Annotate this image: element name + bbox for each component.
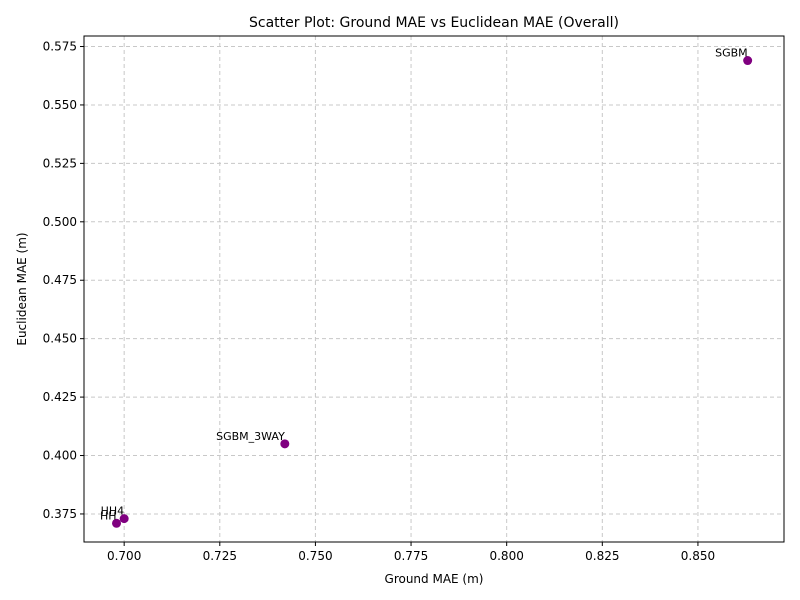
data-point (743, 56, 753, 66)
x-tick-label: 0.775 (394, 549, 428, 563)
y-tick-label: 0.525 (43, 156, 77, 170)
x-tick-label: 0.700 (107, 549, 141, 563)
point-label: SGBM (715, 47, 748, 60)
plot-frame (83, 35, 785, 543)
y-tick-label: 0.425 (43, 390, 77, 404)
point-label: HH (100, 509, 117, 522)
y-tick-label: 0.375 (43, 507, 77, 521)
grid-layer (84, 36, 784, 542)
y-tick-label: 0.475 (43, 273, 77, 287)
x-tick-label: 0.750 (298, 549, 332, 563)
y-axis-ticks: 0.375 0.400 0.425 0.450 0.475 0.500 0.525 0.550… (43, 40, 84, 521)
y-tick-label: 0.400 (43, 449, 77, 463)
y-axis-label: Euclidean MAE (m) (15, 232, 29, 345)
x-tick-label: 0.850 (681, 549, 715, 563)
data-point (280, 439, 290, 449)
x-axis-label: Ground MAE (m) (385, 572, 484, 586)
y-tick-label: 0.575 (43, 40, 77, 54)
x-tick-label: 0.825 (585, 549, 619, 563)
y-tick-label: 0.450 (43, 332, 77, 346)
y-tick-label: 0.550 (43, 98, 77, 112)
data-point (119, 514, 129, 524)
x-axis-ticks: 0.700 0.725 0.750 0.775 0.800 0.825 0.850 (107, 542, 715, 563)
point-label: HH4 (101, 505, 125, 518)
y-tick-label: 0.500 (43, 215, 77, 229)
x-tick-label: 0.800 (489, 549, 523, 563)
data-point (112, 518, 122, 528)
x-tick-label: 0.725 (203, 549, 237, 563)
chart-title: Scatter Plot: Ground MAE vs Euclidean MA… (249, 15, 619, 31)
point-label: SGBM_3WAY (216, 430, 285, 443)
